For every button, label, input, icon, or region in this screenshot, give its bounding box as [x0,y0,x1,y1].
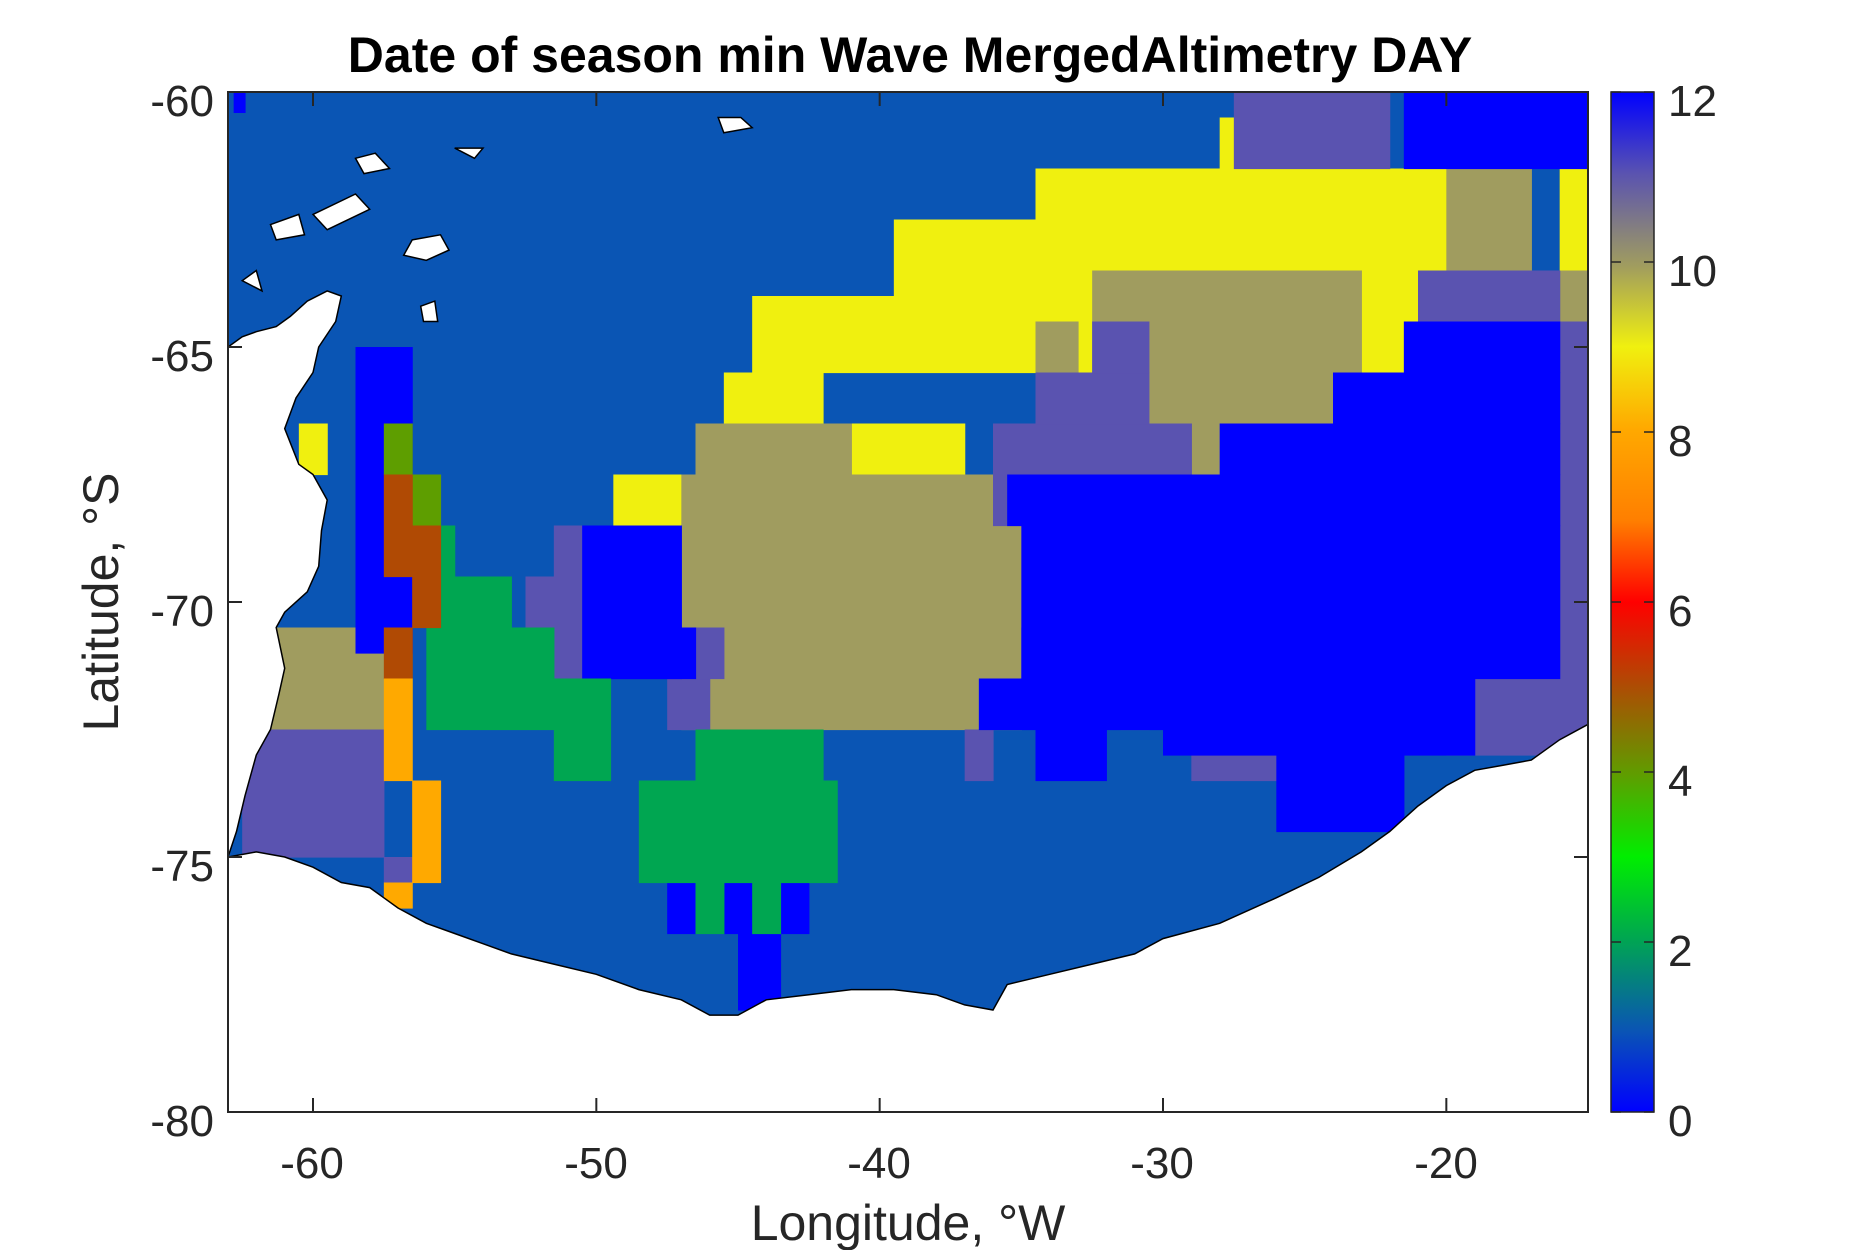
heatmap-cell [993,423,1192,476]
heatmap-cell [695,882,725,935]
heatmap-cell [1446,168,1532,272]
island [419,300,439,323]
land-mask [228,116,1588,1112]
island [311,193,371,231]
heatmap-cell [695,729,824,782]
colorbar: 0 2 4 6 8 10 12 [1610,77,1717,1146]
island [454,147,485,160]
heatmap-cell [525,576,583,629]
heatmap-cell [242,729,385,858]
heatmap-cell [412,474,442,527]
heatmap-cell [1233,92,1391,170]
y-axis-label: Latitude, °S [73,472,129,731]
heatmap-cell [1021,525,1561,680]
heatmap-cell [553,729,612,782]
heatmap-cell [723,372,824,425]
y-tick-label: -80 [150,1097,214,1146]
heatmap-cell [752,882,782,935]
heatmap-cell [638,780,838,884]
colorbar-tick-label: 8 [1668,417,1692,466]
heatmap-cell [1035,372,1150,425]
colorbar-ticks [1611,91,1654,1113]
heatmap-cell [298,423,328,476]
island [240,269,264,293]
heatmap-cell [383,857,413,884]
y-tick-label: -70 [150,587,214,636]
x-tick-label: -60 [280,1139,344,1188]
plot-area [227,91,1589,1113]
x-axis-label: Longitude, °W [751,1195,1066,1250]
heatmap-cell [1035,321,1079,374]
heatmap-cell [723,882,753,935]
x-tick-label: -40 [847,1139,911,1188]
chart-title: Date of season min Wave MergedAltimetry … [348,27,1472,83]
colorbar-tick-label: 4 [1668,757,1692,806]
heatmap-cell [426,678,612,731]
x-tick-label: -20 [1414,1139,1478,1188]
y-axis: -60 -65 -70 -75 -80 Latitude, °S [73,77,214,1146]
heatmap-cell [383,627,413,680]
heatmap-cell [1418,270,1561,323]
y-tick-label: -75 [150,842,214,891]
heatmap-cell [412,525,442,629]
island [354,152,391,175]
heatmap-cell [1035,729,1107,782]
heatmap-cell [426,627,555,680]
colorbar-tick-label: 0 [1668,1097,1692,1146]
heatmap-cell [695,423,852,476]
heatmap-cell [383,678,413,782]
island [269,213,306,241]
heatmap-cell [1092,321,1150,374]
heatmap-cell [695,627,725,680]
heatmap-cell [1219,423,1561,476]
heatmap-cell [1333,372,1561,425]
x-tick-label: -50 [564,1139,628,1188]
heatmap-cell [610,627,697,680]
x-tick-label: -30 [1130,1139,1194,1188]
heatmap-cell [1148,372,1334,425]
heatmap-cell [233,92,246,113]
heatmap-cells [228,92,1588,1112]
heatmap-cell [964,729,994,782]
island [717,116,754,134]
colorbar-tick-label: 12 [1668,77,1717,126]
antarctic-peninsula [228,290,343,858]
heatmap-cell [681,474,1022,731]
heatmap-cell [667,678,711,731]
heatmap-cell [978,678,1164,731]
heatmap-cell [1191,423,1221,476]
y-tick-label: -60 [150,77,214,126]
colorbar-tick-label: 2 [1668,927,1692,976]
colorbar-tick-label: 6 [1668,587,1692,636]
heatmap-cell [1007,474,1561,527]
heatmap-cell [667,882,697,935]
heatmap-cell [383,423,413,476]
heatmap-cell [1276,729,1405,833]
x-axis: -60 -50 -40 -30 -20 Longitude, °W [280,1139,1478,1250]
island [402,233,451,262]
heatmap-cell [1403,92,1588,170]
heatmap-cell [1035,168,1447,221]
antarctic-continent [228,723,1588,1112]
heatmap-cell [412,780,442,884]
heatmap-cell [851,423,966,476]
heatmap-cell [383,474,413,578]
heatmap-cell [1403,321,1561,374]
colorbar-tick-label: 10 [1668,247,1717,296]
axis-ticks [228,91,1588,1113]
y-tick-label: -65 [150,332,214,381]
heatmap-cell [738,933,782,1011]
